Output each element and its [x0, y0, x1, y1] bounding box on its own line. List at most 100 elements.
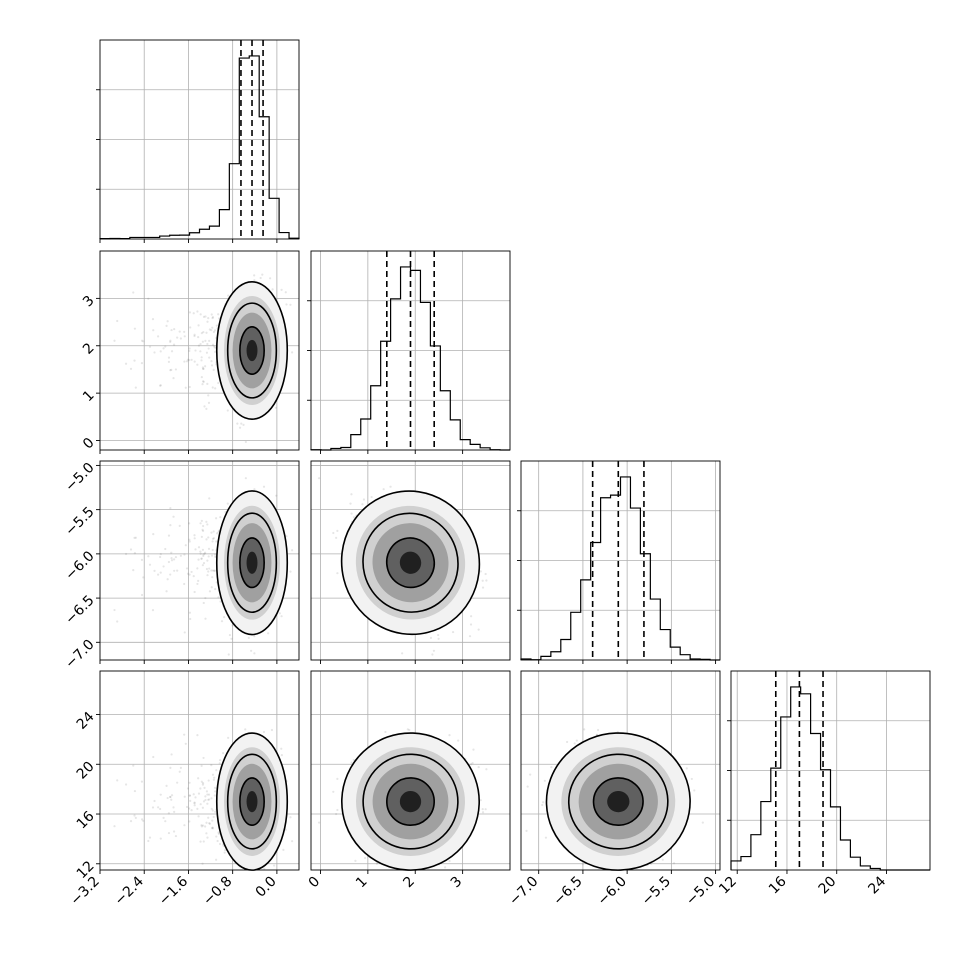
scatter-point: [169, 369, 172, 372]
scatter-point: [196, 567, 199, 570]
scatter-point: [477, 628, 480, 631]
scatter-point: [176, 569, 179, 572]
scatter-point: [183, 631, 186, 634]
scatter-point: [196, 310, 199, 313]
scatter-point: [183, 330, 186, 333]
scatter-point: [204, 596, 207, 600]
scatter-point: [174, 368, 178, 371]
scatter-point: [199, 550, 202, 553]
scatter-point: [202, 601, 205, 605]
scatter-point: [183, 582, 186, 586]
scatter-point: [193, 360, 196, 363]
scatter-point: [157, 335, 160, 338]
scatter-point: [206, 320, 209, 323]
scatter-point: [199, 313, 202, 316]
scatter-point: [278, 612, 281, 615]
scatter-point: [157, 573, 160, 576]
scatter-point: [140, 558, 144, 562]
scatter-point: [192, 312, 195, 315]
scatter-point: [170, 328, 173, 332]
scatter-point: [201, 524, 205, 528]
scatter-point: [201, 528, 204, 531]
scatter-point: [148, 563, 152, 566]
scatter-point: [211, 537, 215, 540]
scatter-point: [267, 632, 270, 635]
scatter-point: [113, 608, 116, 612]
scatter-point: [210, 569, 213, 572]
scatter-point: [194, 548, 197, 551]
scatter-point: [170, 551, 173, 554]
scatter-point: [208, 339, 211, 342]
scatter-point: [217, 313, 220, 316]
scatter-point: [335, 536, 338, 539]
scatter-point: [253, 279, 256, 282]
scatter-point: [140, 339, 144, 342]
scatter-point: [208, 356, 211, 359]
scatter-point: [124, 552, 128, 556]
scatter-point: [193, 537, 196, 540]
scatter-point: [170, 559, 174, 562]
scatter-point: [200, 359, 203, 362]
scatter-point: [129, 367, 133, 370]
scatter-point: [197, 344, 201, 347]
panel-1-1: [307, 250, 511, 454]
scatter-point: [133, 536, 136, 539]
scatter-point: [188, 611, 192, 614]
scatter-point: [166, 578, 169, 581]
scatter-point: [188, 385, 191, 389]
scatter-point: [189, 617, 192, 621]
scatter-point: [244, 440, 247, 444]
scatter-point: [200, 519, 203, 523]
scatter-point: [201, 380, 205, 383]
panel-2-1: [310, 460, 511, 664]
y-tick-label: 3: [80, 293, 98, 311]
scatter-point: [169, 339, 172, 342]
scatter-point: [220, 620, 224, 623]
scatter-point: [242, 423, 245, 426]
scatter-point: [192, 575, 195, 578]
scatter-point: [190, 570, 193, 574]
scatter-point: [196, 582, 199, 586]
scatter-point: [173, 569, 176, 572]
scatter-point: [165, 590, 168, 593]
scatter-point: [204, 551, 207, 554]
scatter-point: [349, 502, 352, 505]
scatter-point: [213, 345, 216, 348]
histogram-0: [99, 55, 300, 240]
scatter-point: [188, 540, 191, 543]
scatter-point: [211, 315, 215, 319]
scatter-point: [275, 494, 278, 497]
scatter-point: [429, 636, 433, 639]
scatter-point: [140, 362, 144, 365]
scatter-point: [485, 579, 488, 582]
scatter-point: [202, 562, 206, 565]
scatter-point: [247, 636, 250, 639]
scatter-point: [401, 652, 404, 655]
scatter-point: [207, 536, 210, 539]
scatter-point: [214, 350, 217, 353]
scatter-point: [193, 333, 196, 336]
scatter-point: [201, 340, 204, 343]
scatter-point: [212, 530, 215, 533]
scatter-point: [208, 590, 211, 593]
scatter-point: [201, 367, 205, 370]
scatter-point: [271, 288, 274, 291]
scatter-point: [274, 406, 278, 409]
scatter-point: [132, 569, 135, 572]
scatter-point: [280, 615, 283, 618]
scatter-point: [172, 515, 175, 518]
scatter-point: [269, 277, 272, 280]
scatter-point: [210, 554, 214, 557]
scatter-point: [206, 382, 209, 385]
scatter-point: [172, 377, 175, 380]
scatter-point: [200, 356, 203, 359]
scatter-point: [437, 633, 440, 637]
scatter-point: [207, 347, 210, 350]
scatter-point: [172, 558, 176, 561]
scatter-point: [210, 586, 213, 589]
scatter-point: [165, 324, 168, 327]
scatter-point: [169, 524, 172, 527]
scatter-point: [199, 522, 202, 525]
scatter-point: [206, 342, 209, 346]
